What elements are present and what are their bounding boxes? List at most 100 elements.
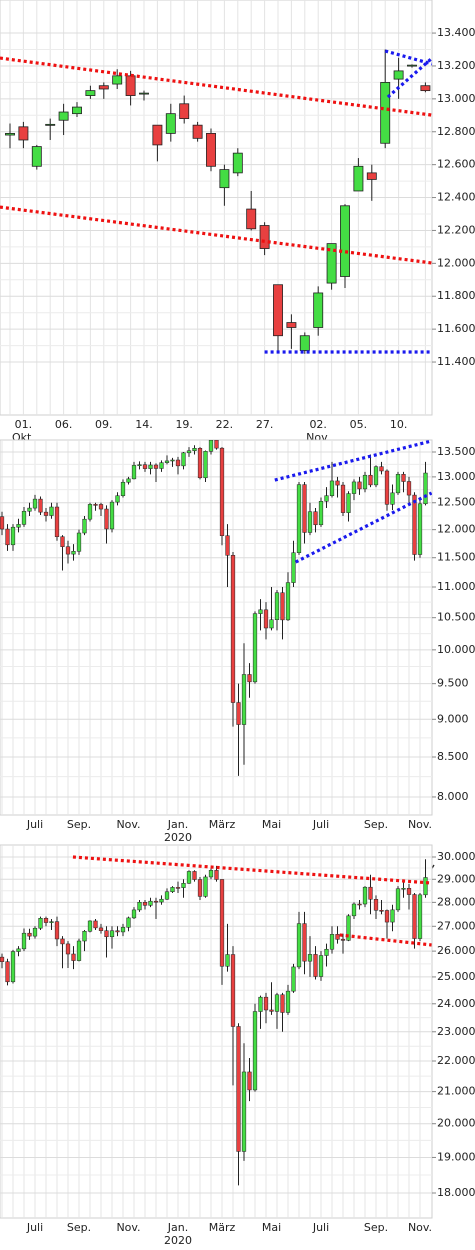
candle-body [368, 474, 373, 486]
candle-body [142, 902, 148, 906]
candle-body [0, 956, 5, 962]
x-tick-label: Nov. [116, 1221, 140, 1234]
candle-body [21, 510, 27, 525]
candle-body [280, 592, 285, 621]
trend-line [0, 56, 432, 117]
candle-body [139, 92, 149, 95]
candle-body [219, 879, 225, 967]
candle-body [258, 996, 263, 1012]
candle-body [38, 918, 43, 929]
candle-body [153, 464, 159, 469]
candle-body [351, 481, 357, 494]
candle-body [152, 124, 163, 146]
candle-body [126, 478, 131, 483]
candle-body [225, 535, 230, 556]
candle-body [71, 551, 76, 555]
candle-body [159, 898, 164, 903]
candle-body [87, 504, 93, 520]
candle-body [230, 954, 236, 1027]
candle-body [82, 931, 87, 942]
candle-body [179, 103, 190, 119]
candle-body [302, 923, 307, 962]
trend-line [384, 49, 432, 66]
candle-body [137, 902, 142, 911]
candle-body [340, 205, 350, 277]
candle-body [120, 481, 126, 496]
candle-body [115, 930, 120, 933]
y-tick-label: 8.500 [437, 750, 469, 763]
candle-body [236, 1026, 241, 1152]
candle-body [362, 886, 368, 905]
y-tick-label: 10.500 [437, 611, 475, 624]
candle-body [379, 910, 384, 912]
candle-body [18, 126, 29, 141]
candle-body [214, 440, 219, 449]
candle-body [164, 460, 170, 463]
y-tick-label: 22.000 [437, 1054, 475, 1067]
candle-body [186, 871, 192, 884]
candle-body [423, 877, 428, 896]
candle-body [307, 954, 313, 962]
x-tick-label: 06. [55, 418, 73, 431]
x-tick-label: Sep. [364, 1221, 388, 1234]
candle-body [406, 481, 412, 496]
x-tick-label: 27. [256, 418, 274, 431]
candle-body [252, 613, 258, 683]
candle-body [186, 450, 192, 454]
y-tick-label: 11.500 [437, 551, 475, 564]
candle-body [241, 674, 247, 725]
candle-body [313, 511, 318, 526]
candle-body [346, 915, 351, 941]
y-tick-label: 12.000 [437, 256, 475, 269]
candle-body [390, 909, 395, 923]
x-tick-label: 10. [390, 418, 408, 431]
candle-body [0, 516, 5, 530]
candle-body [346, 493, 351, 513]
x-sublabel: 2020 [164, 1234, 192, 1247]
y-tick-label: 13.000 [437, 470, 475, 483]
candle-body [27, 507, 32, 512]
candle-body [98, 927, 104, 931]
candle-body [54, 506, 60, 537]
candle-body [142, 464, 148, 469]
y-tick-label: 29.000 [437, 872, 475, 885]
x-tick-label: Juli [312, 818, 329, 831]
y-tick-label: 23.000 [437, 1025, 475, 1038]
candle-body [296, 484, 302, 553]
candle-body [206, 132, 216, 167]
candle-body [49, 921, 54, 923]
y-tick-label: 13.500 [437, 445, 475, 458]
candle-body [170, 459, 175, 462]
candle-body [164, 891, 170, 900]
candle-body [148, 900, 153, 906]
candle-body [32, 498, 38, 509]
candle-body [263, 996, 269, 1011]
candle-body [165, 113, 176, 134]
candle-body [49, 506, 54, 516]
candle-body [10, 526, 16, 546]
candle-body [148, 464, 153, 469]
candle-body [192, 124, 203, 139]
candle-body [98, 85, 109, 90]
candle-body [357, 903, 362, 906]
candle-body [417, 503, 423, 555]
candle-body [208, 440, 214, 452]
candle-body [159, 462, 164, 469]
y-tick-label: 10.000 [437, 643, 475, 656]
y-tick-label: 12.200 [437, 223, 475, 236]
candle-body [71, 953, 76, 961]
candle-body [137, 464, 142, 466]
candle-body [274, 592, 280, 621]
plot-area [0, 439, 433, 816]
candle-body [181, 452, 186, 467]
candle-body [373, 899, 379, 911]
candle-body [241, 1071, 247, 1152]
candle-body [318, 955, 324, 977]
y-tick-label: 13.400 [437, 26, 475, 39]
y-tick-label: 9.000 [437, 712, 469, 725]
candle-body [273, 284, 283, 337]
candle-body [98, 504, 104, 510]
trend-line [294, 491, 432, 564]
y-tick-label: 12.600 [437, 158, 475, 171]
